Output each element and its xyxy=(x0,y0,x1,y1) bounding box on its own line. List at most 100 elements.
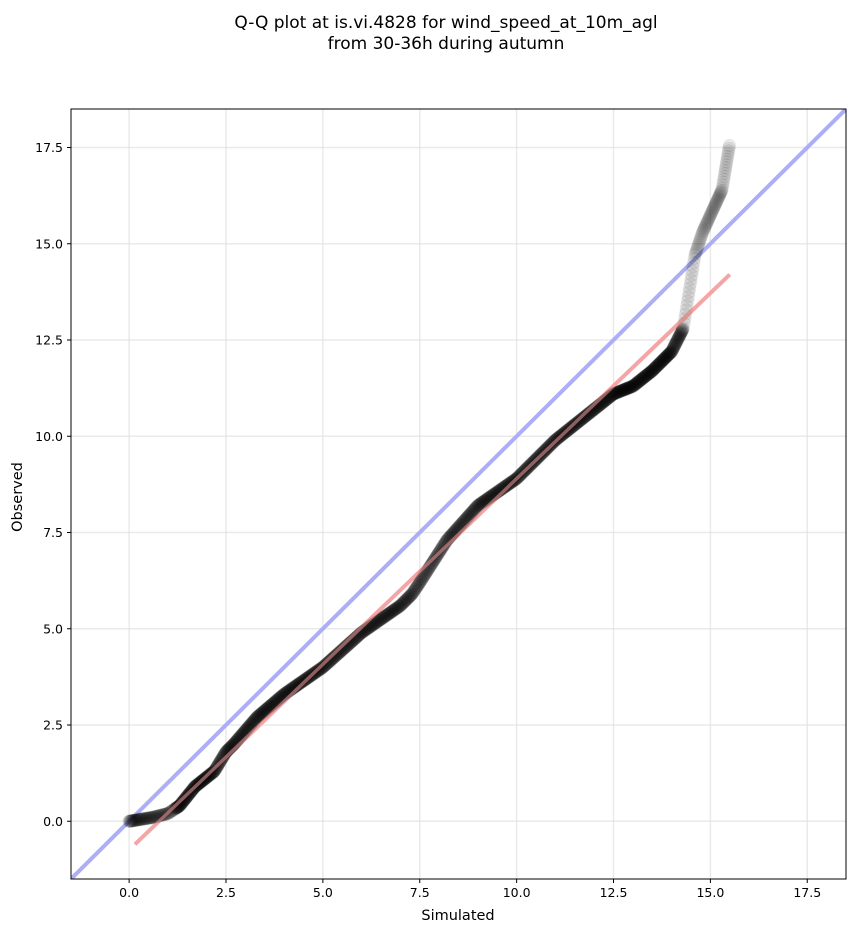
quantile-point xyxy=(719,158,733,172)
quantile-point xyxy=(406,586,420,600)
quantile-point xyxy=(262,700,276,714)
quantile-point xyxy=(142,811,156,825)
quantile-point xyxy=(709,195,724,209)
quantile-point xyxy=(177,793,191,808)
quantile-point xyxy=(251,709,265,724)
quantile-point xyxy=(147,810,162,824)
quantile-point xyxy=(707,199,722,214)
y-axis-ticks: 0.0 2.5 5.0 7.5 10.0 12.5 15.0 17.5 xyxy=(35,140,71,829)
quantile-point xyxy=(155,808,169,822)
quantile-point xyxy=(256,705,270,719)
quantile-point xyxy=(655,354,670,368)
quantile-point xyxy=(692,236,706,250)
quantile-point xyxy=(684,272,698,287)
quantile-point xyxy=(135,812,149,826)
quantile-point xyxy=(131,813,145,827)
quantile-point xyxy=(146,810,161,824)
quantile-point xyxy=(575,412,589,426)
quantile-point xyxy=(680,294,695,308)
quantile-point xyxy=(722,138,737,153)
quantile-point xyxy=(134,812,148,827)
quantile-point xyxy=(647,362,661,376)
quantile-point xyxy=(667,338,682,353)
x-tick-label: 12.5 xyxy=(600,885,628,900)
quantile-point xyxy=(137,811,152,826)
y-tick-label: 12.5 xyxy=(35,333,63,348)
quantile-point xyxy=(387,603,402,617)
quantile-point xyxy=(682,285,696,300)
quantile-point xyxy=(175,795,189,810)
quantile-point xyxy=(654,355,668,370)
quantile-point xyxy=(611,385,625,399)
quantile-point xyxy=(167,802,181,817)
quantile-point xyxy=(710,192,725,207)
quantile-point xyxy=(140,811,154,826)
quantile-point xyxy=(620,381,635,396)
quantile-point xyxy=(499,479,513,493)
quantile-point xyxy=(247,713,261,728)
quantile-point xyxy=(133,812,147,827)
quantile-point xyxy=(638,369,652,384)
quantile-point xyxy=(662,347,677,361)
quantile-point xyxy=(645,364,659,378)
quantile-point xyxy=(216,750,230,764)
quantile-point xyxy=(689,244,704,258)
quantile-point xyxy=(466,504,480,518)
quantile-point xyxy=(132,812,146,827)
y-axis-label: Observed xyxy=(10,462,26,532)
x-axis-label: Simulated xyxy=(421,908,494,924)
quantile-point xyxy=(716,178,730,192)
quantile-point xyxy=(401,591,415,605)
quantile-point xyxy=(402,590,417,604)
quantile-point xyxy=(670,334,684,348)
quantile-point xyxy=(694,229,709,243)
quantile-point xyxy=(207,764,221,779)
quantile-point xyxy=(661,348,675,363)
quantile-point xyxy=(384,605,398,619)
quantile-point xyxy=(498,480,512,494)
quantile-point xyxy=(705,204,719,219)
quantile-point xyxy=(178,792,192,806)
plot-frame xyxy=(70,108,847,880)
quantile-point xyxy=(255,706,269,720)
quantile-point xyxy=(381,607,396,621)
quantile-point xyxy=(394,598,408,612)
chart-title-line-2: from 30-36h during autumn xyxy=(328,34,565,54)
quantile-point xyxy=(400,592,414,606)
quantile-point xyxy=(128,813,142,827)
quantile-point xyxy=(375,611,389,626)
quantile-point xyxy=(722,141,736,155)
quantile-point xyxy=(369,615,383,630)
quantile-point xyxy=(411,577,426,591)
quantile-point xyxy=(425,555,440,570)
quantile-point xyxy=(650,359,664,374)
quantile-point xyxy=(135,812,150,826)
quantile-point xyxy=(574,412,588,427)
quantile-point xyxy=(127,813,141,828)
quantile-point xyxy=(633,373,647,388)
quantile-point xyxy=(618,382,633,396)
quantile-point xyxy=(721,146,735,161)
quantile-point xyxy=(123,814,137,828)
quantile-point xyxy=(695,227,709,241)
quantile-point xyxy=(145,810,159,825)
quantile-point xyxy=(641,367,656,381)
quantile-point xyxy=(644,365,658,379)
y-tick-label: 10.0 xyxy=(35,429,63,444)
x-tick-label: 5.0 xyxy=(313,885,333,900)
quantile-point xyxy=(701,213,715,227)
quantile-point xyxy=(294,675,308,690)
quantile-point xyxy=(652,357,666,371)
quantile-point xyxy=(373,612,388,627)
quantile-point xyxy=(712,189,726,203)
quantile-point xyxy=(718,166,732,181)
y-tick-label: 2.5 xyxy=(43,718,63,733)
quantile-point xyxy=(688,246,703,260)
quantile-point xyxy=(612,384,626,399)
quantile-point xyxy=(628,377,643,391)
quantile-point xyxy=(292,677,306,691)
quantile-point xyxy=(462,508,477,522)
quantile-point xyxy=(707,201,721,215)
quantile-point xyxy=(124,814,139,828)
quantile-point xyxy=(404,587,419,602)
